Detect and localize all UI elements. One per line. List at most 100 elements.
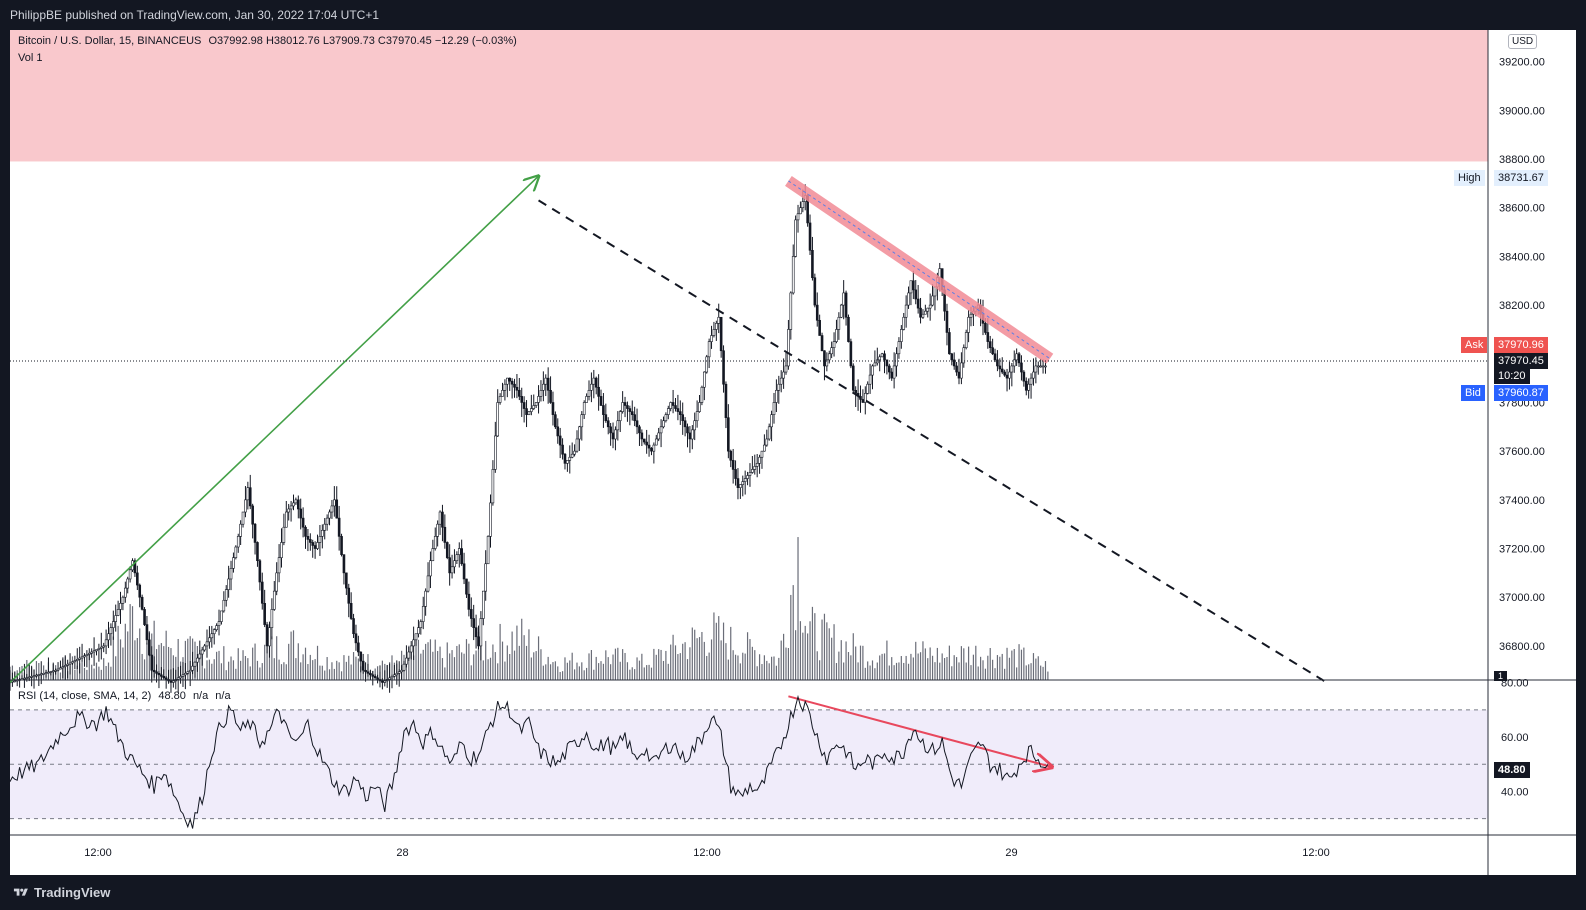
volume-bar xyxy=(220,663,223,680)
volume-bar xyxy=(352,652,355,680)
candle-down xyxy=(361,660,365,671)
volume-bar xyxy=(960,646,962,680)
volume-bar xyxy=(199,650,201,680)
volume-bar xyxy=(710,639,713,680)
tradingview-logo[interactable]: TradingView xyxy=(12,885,110,900)
candle-up xyxy=(842,292,845,306)
candle-up xyxy=(892,365,896,379)
candle-up xyxy=(796,213,800,221)
volume-bar xyxy=(561,671,564,680)
volume-bar xyxy=(970,665,972,680)
candle-down xyxy=(628,408,632,412)
volume-bar xyxy=(463,653,465,680)
rsi-legend[interactable]: RSI (14, close, SMA, 14, 2) 48.80 n/a n/… xyxy=(18,690,231,702)
volume-bar xyxy=(1008,657,1011,680)
volume-bar xyxy=(975,645,977,680)
candle-down xyxy=(955,365,958,373)
time-tick-label: 12:00 xyxy=(1302,847,1330,859)
candle-down xyxy=(597,386,600,397)
candle-up xyxy=(407,651,411,659)
candle-up xyxy=(921,313,925,318)
volume-bar xyxy=(573,669,576,680)
volume-bar xyxy=(391,655,393,680)
volume-bar xyxy=(117,625,119,680)
volume-bar xyxy=(835,663,838,680)
volume-bar xyxy=(266,644,268,680)
candle-up xyxy=(186,671,190,674)
volume-bar xyxy=(295,658,297,680)
grid xyxy=(10,709,1488,820)
candle-down xyxy=(520,396,524,403)
price-tick-label: 36800.00 xyxy=(1499,641,1545,653)
volume-bar xyxy=(1011,650,1013,680)
symbol-name[interactable]: Bitcoin / U.S. Dollar, 15, BINANCEUS xyxy=(18,35,202,47)
candle-down xyxy=(561,444,564,455)
candle-up xyxy=(176,677,180,680)
volume-bar xyxy=(746,632,749,680)
volume-bar xyxy=(441,658,444,680)
candle-down xyxy=(352,618,355,635)
candle-up xyxy=(782,371,785,379)
rsi-axis[interactable]: 80.00 60.00 40.00 xyxy=(1501,678,1529,799)
currency-button[interactable]: USD xyxy=(1508,34,1538,49)
volume-bar xyxy=(780,640,782,680)
price-tick-label: 37000.00 xyxy=(1499,592,1545,604)
volume-bar xyxy=(91,664,93,680)
volume-bar xyxy=(74,669,76,680)
candle-up xyxy=(431,548,435,562)
candle-up xyxy=(491,469,495,504)
candle-up xyxy=(907,292,910,306)
candle-down xyxy=(676,408,680,412)
volume-bar xyxy=(228,661,230,680)
volume-bar xyxy=(278,659,280,680)
volume-bar xyxy=(1016,667,1018,680)
candle-down xyxy=(729,450,733,461)
candle-down xyxy=(169,680,173,683)
bid-value: 37960.87 xyxy=(1494,385,1548,401)
volume-bar xyxy=(1006,647,1008,680)
candle-down xyxy=(823,350,826,367)
candle-down xyxy=(256,542,259,562)
chart-canvas[interactable]: 39200.00 39000.00 38800.00 38600.00 38400.00… xyxy=(10,30,1576,875)
candle-down xyxy=(722,350,725,385)
candle-down xyxy=(916,298,920,309)
candle-down xyxy=(818,320,821,336)
volume-bar xyxy=(965,662,967,680)
volume-bar xyxy=(624,652,626,680)
candle-up xyxy=(964,332,968,348)
volume-bar xyxy=(605,650,607,680)
candle-up xyxy=(112,621,115,628)
candle-down xyxy=(724,383,728,418)
volume-legend[interactable]: Vol 1 xyxy=(18,52,42,64)
candle-down xyxy=(513,383,516,388)
candle-up xyxy=(695,411,699,422)
volume-bar xyxy=(672,634,674,680)
price-tick-label: 38800.00 xyxy=(1499,154,1545,166)
candle-down xyxy=(145,624,149,641)
volume-bar xyxy=(453,657,456,680)
volume-bar xyxy=(694,629,696,680)
volume-bar xyxy=(552,662,554,680)
volume-bar xyxy=(980,656,982,680)
candle-up xyxy=(530,408,533,412)
volume-bar xyxy=(302,654,304,680)
rsi-value-tag: 48.80 xyxy=(1494,762,1530,778)
volume-bar xyxy=(888,665,890,680)
volume-bar xyxy=(434,639,436,680)
volume-bar xyxy=(451,650,453,680)
volume-bar xyxy=(1023,647,1025,680)
candle-down xyxy=(309,539,312,543)
candle-up xyxy=(244,499,247,513)
volume-bar xyxy=(208,659,211,680)
volume-bar xyxy=(167,646,170,680)
volume-bar xyxy=(415,638,417,680)
volume-bar xyxy=(357,658,359,680)
candle-up xyxy=(275,572,278,592)
volume-bar xyxy=(617,647,619,680)
volume-bar xyxy=(360,666,362,680)
candle-down xyxy=(890,371,894,379)
volume-bar xyxy=(775,665,777,680)
candle-up xyxy=(710,335,713,342)
volume-bar xyxy=(93,668,95,680)
